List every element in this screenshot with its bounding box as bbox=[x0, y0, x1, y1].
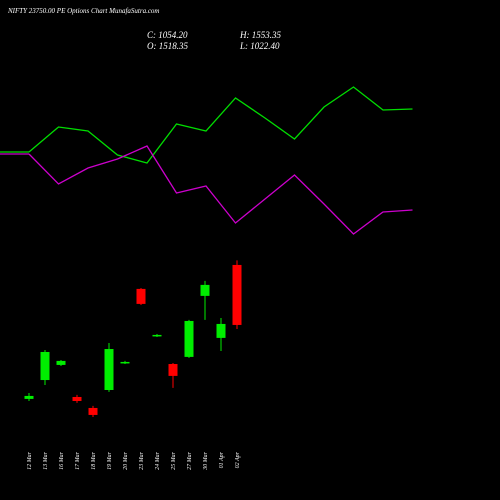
candle-body bbox=[216, 323, 226, 338]
low-text: L: 1022.40 bbox=[239, 41, 280, 51]
candle-body bbox=[152, 334, 162, 337]
x-tick-label: 20 Mar bbox=[123, 451, 129, 469]
candle-body bbox=[136, 288, 146, 304]
line-series bbox=[28, 86, 413, 164]
x-tick-label: 17 Mar bbox=[75, 451, 81, 469]
line-series bbox=[28, 145, 413, 235]
x-tick-label: 24 Mar bbox=[154, 451, 161, 469]
close-text: C: 1054.20 bbox=[147, 30, 188, 40]
candle-body bbox=[24, 395, 34, 399]
x-tick-label: 13 Mar bbox=[43, 451, 49, 469]
x-tick-label: 25 Mar bbox=[171, 451, 177, 469]
x-tick-label: 30 Mar bbox=[203, 451, 209, 470]
chart-title: NIFTY 23750.00 PE Options Chart MunafaSu… bbox=[7, 7, 159, 15]
open-text: O: 1518.35 bbox=[147, 41, 188, 51]
x-tick-label: 18 Mar bbox=[91, 451, 97, 469]
x-tick-label: 12 Mar bbox=[27, 451, 33, 469]
candle-body bbox=[72, 396, 82, 401]
candle-body bbox=[56, 360, 66, 365]
x-tick-label: 16 Mar bbox=[59, 451, 65, 469]
x-tick-label: 19 Mar bbox=[107, 451, 113, 469]
candle-body bbox=[104, 349, 114, 390]
x-tick-label: 27 Mar bbox=[187, 451, 193, 469]
x-tick-label: 23 Mar bbox=[139, 451, 145, 469]
candle-body bbox=[184, 320, 194, 357]
candle-body bbox=[200, 284, 210, 296]
x-tick-label: 01 Apr bbox=[219, 451, 225, 468]
candle-body bbox=[88, 407, 98, 415]
candle-body bbox=[40, 351, 50, 381]
candle-body bbox=[232, 264, 242, 325]
x-tick-label: 02 Apr bbox=[235, 451, 241, 468]
high-text: H: 1553.35 bbox=[239, 30, 281, 40]
candle-body bbox=[120, 361, 130, 364]
candle-body bbox=[168, 364, 178, 376]
